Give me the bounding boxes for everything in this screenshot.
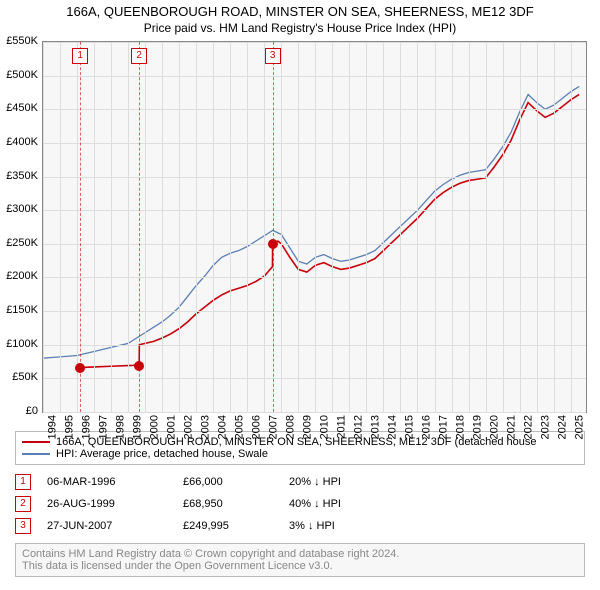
x-axis-label: 2011 (335, 415, 347, 439)
x-axis-label: 2021 (506, 415, 518, 439)
sale-marker (134, 361, 144, 371)
footer-licence: Contains HM Land Registry data © Crown c… (15, 543, 585, 577)
x-axis-label: 2020 (489, 415, 501, 439)
x-axis-label: 2024 (557, 415, 569, 439)
x-axis-label: 2009 (301, 415, 313, 439)
event-row: 1 06-MAR-1996 £66,000 20% ↓ HPI (15, 471, 585, 493)
x-axis-label: 2017 (438, 415, 450, 439)
event-row: 3 27-JUN-2007 £249,995 3% ↓ HPI (15, 515, 585, 537)
footer-line: Contains HM Land Registry data © Crown c… (22, 548, 578, 560)
legend-swatch (22, 453, 50, 455)
event-flag-small: 1 (15, 474, 31, 490)
x-axis-label: 2018 (455, 415, 467, 439)
event-date: 26-AUG-1999 (47, 498, 167, 510)
x-axis-label: 1998 (114, 415, 126, 439)
x-axis-label: 2008 (284, 415, 296, 439)
event-price: £68,950 (183, 498, 273, 510)
x-axis-label: 2012 (352, 415, 364, 439)
x-axis-label: 2019 (472, 415, 484, 439)
x-axis-label: 2013 (369, 415, 381, 439)
event-date: 06-MAR-1996 (47, 476, 167, 488)
y-axis-label: £550K (6, 35, 38, 47)
y-axis-label: £200K (6, 270, 38, 282)
y-axis-label: £250K (6, 237, 38, 249)
series-hpi (43, 86, 579, 358)
x-axis-label: 2014 (386, 415, 398, 439)
x-axis-label: 2000 (148, 415, 160, 439)
y-axis-label: £450K (6, 102, 38, 114)
event-date: 27-JUN-2007 (47, 520, 167, 532)
x-axis-label: 2006 (250, 415, 262, 439)
x-axis-label: 2001 (165, 415, 177, 439)
price-chart: 1 2 3 (42, 41, 587, 413)
y-axis-label: £300K (6, 203, 38, 215)
event-price: £249,995 (183, 520, 273, 532)
event-delta: 20% ↓ HPI (289, 476, 341, 488)
y-axis-label: £0 (26, 405, 38, 417)
event-flag: 1 (72, 48, 88, 64)
event-flag: 2 (131, 48, 147, 64)
y-axis-label: £150K (6, 304, 38, 316)
y-axis-label: £350K (6, 170, 38, 182)
event-price: £66,000 (183, 476, 273, 488)
page-subtitle: Price paid vs. HM Land Registry's House … (0, 21, 600, 35)
event-table: 1 06-MAR-1996 £66,000 20% ↓ HPI 2 26-AUG-1999… (15, 471, 585, 537)
x-axis-label: 2005 (233, 415, 245, 439)
x-axis-label: 2016 (420, 415, 432, 439)
legend-swatch (22, 441, 50, 443)
sale-marker (75, 363, 85, 373)
y-axis-label: £400K (6, 136, 38, 148)
event-flag-small: 3 (15, 518, 31, 534)
x-axis-label: 2015 (403, 415, 415, 439)
x-axis-label: 2004 (216, 415, 228, 439)
x-axis-label: 1995 (63, 415, 75, 439)
x-axis-label: 2025 (574, 415, 586, 439)
x-axis-label: 2003 (199, 415, 211, 439)
event-delta: 40% ↓ HPI (289, 498, 341, 510)
event-delta: 3% ↓ HPI (289, 520, 335, 532)
legend-item: HPI: Average price, detached house, Swal… (22, 448, 578, 460)
event-flag: 3 (265, 48, 281, 64)
x-axis-label: 1997 (97, 415, 109, 439)
y-axis-label: £500K (6, 69, 38, 81)
x-axis-label: 2022 (523, 415, 535, 439)
y-axis-label: £100K (6, 338, 38, 350)
x-axis-label: 2023 (540, 415, 552, 439)
sale-marker (268, 239, 278, 249)
x-axis-label: 2002 (182, 415, 194, 439)
event-flag-small: 2 (15, 496, 31, 512)
x-axis-label: 1999 (131, 415, 143, 439)
legend-label: HPI: Average price, detached house, Swal… (56, 448, 268, 460)
x-axis-label: 1994 (46, 415, 58, 439)
footer-line: This data is licensed under the Open Gov… (22, 560, 578, 572)
x-axis-label: 2010 (318, 415, 330, 439)
page-title: 166A, QUEENBOROUGH ROAD, MINSTER ON SEA,… (0, 4, 600, 19)
event-row: 2 26-AUG-1999 £68,950 40% ↓ HPI (15, 493, 585, 515)
x-axis-label: 1996 (80, 415, 92, 439)
x-axis-label: 2007 (267, 415, 279, 439)
y-axis-label: £50K (12, 371, 38, 383)
